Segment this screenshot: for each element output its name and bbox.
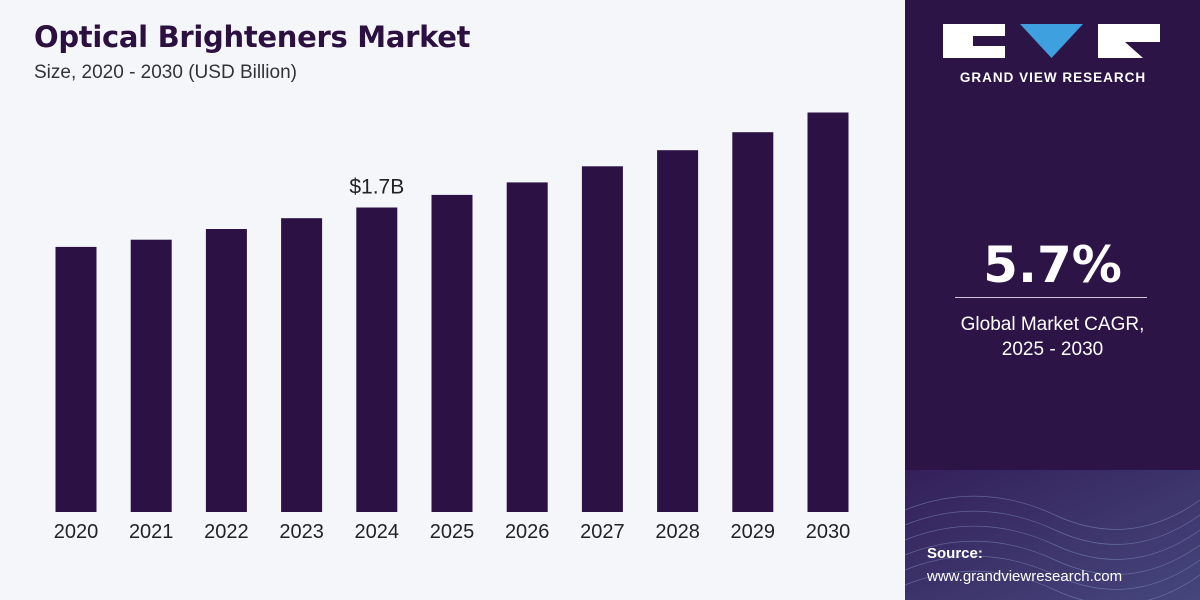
bar-chart: 2020 2021 2022 2023 2024 2025 2026 2027 2028 2029… (54, 112, 851, 543)
cagr-divider (955, 297, 1147, 298)
x-tick-label-2023: 2023 (279, 521, 324, 543)
x-tick-label-2030: 2030 (806, 521, 851, 543)
cagr-label-line1: Global Market CAGR, (960, 314, 1145, 335)
x-tick-label-2024: 2024 (355, 521, 400, 543)
x-tick-label-2020: 2020 (54, 521, 99, 543)
bar-2020 (55, 246, 97, 512)
bar-2025 (431, 194, 473, 512)
gvr-logo (943, 24, 1160, 58)
source-url[interactable]: www.grandviewresearch.com (927, 568, 1123, 585)
chart-title: Optical Brighteners Market (34, 20, 471, 54)
bar-2030 (807, 112, 849, 512)
bar-2021 (130, 239, 172, 512)
cagr-label: Global Market CAGR, 2025 - 2030 (905, 312, 1200, 362)
brand-name: GRAND VIEW RESEARCH (959, 70, 1147, 85)
cagr-value: 5.7% (983, 236, 1122, 294)
x-tick-label-2021: 2021 (129, 521, 174, 543)
chart-area: Optical Brighteners Market Size, 2020 - … (34, 20, 851, 543)
bar-2023 (281, 218, 323, 512)
bar-2026 (506, 182, 548, 512)
chart-subtitle: Size, 2020 - 2030 (USD Billion) (34, 62, 297, 83)
bar-2029 (732, 132, 774, 512)
bar-2028 (657, 150, 699, 512)
bar-2022 (205, 229, 247, 512)
x-tick-label-2022: 2022 (204, 521, 249, 543)
x-tick-label-2029: 2029 (731, 521, 776, 543)
cagr-label-line2: 2025 - 2030 (1001, 339, 1104, 360)
x-tick-label-2025: 2025 (430, 521, 475, 543)
side-panel: GRAND VIEW RESEARCH 5.7% Global Market C… (905, 0, 1200, 600)
x-tick-label-2026: 2026 (505, 521, 550, 543)
wave-pattern (905, 470, 1200, 600)
x-tick-label-2028: 2028 (655, 521, 700, 543)
bar-2027 (581, 166, 623, 513)
source-label: Source: (927, 545, 983, 562)
bar-2024 (356, 207, 398, 512)
x-tick-label-2027: 2027 (580, 521, 625, 543)
data-label-2024: $1.7B (349, 176, 404, 199)
